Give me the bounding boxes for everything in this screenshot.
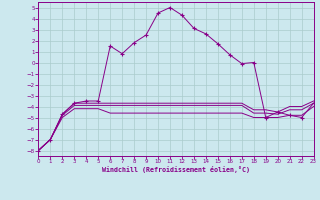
X-axis label: Windchill (Refroidissement éolien,°C): Windchill (Refroidissement éolien,°C) xyxy=(102,166,250,173)
